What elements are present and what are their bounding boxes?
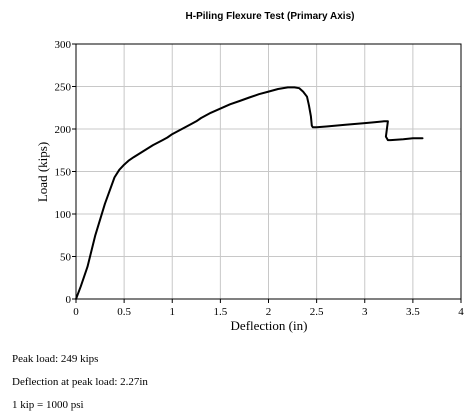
unit-note: 1 kip = 1000 psi xyxy=(12,399,84,411)
x-tick-label: 4 xyxy=(458,306,464,318)
y-tick-label: 150 xyxy=(55,167,72,179)
y-tick-label: 100 xyxy=(55,209,72,221)
x-tick-label: 0 xyxy=(73,306,79,318)
y-tick-label: 300 xyxy=(55,39,72,51)
x-tick-label: 3.5 xyxy=(406,306,420,318)
load-deflection-curve xyxy=(75,86,424,300)
x-tick-label: 0.5 xyxy=(117,306,131,318)
peak-load-note: Peak load: 249 kips xyxy=(12,353,99,365)
series-layer xyxy=(75,86,424,300)
x-axis-title: Deflection (in) xyxy=(231,318,308,333)
axis-ticks: 0 0.5 1 1.5 2 2.5 3 3.5 4 0 50 100 150 200 250 300 xyxy=(55,39,465,318)
x-tick-label: 2 xyxy=(266,306,272,318)
y-tick-label: 50 xyxy=(60,252,72,264)
grid-lines xyxy=(76,44,461,299)
x-tick-label: 3 xyxy=(362,306,368,318)
x-tick-label: 1.5 xyxy=(214,306,228,318)
notes: Peak load: 249 kips Deflection at peak l… xyxy=(12,348,148,417)
chart-title: H-Piling Flexure Test (Primary Axis) xyxy=(186,11,355,22)
load-deflection-chart: H-Piling Flexure Test (Primary Axis) 0 0.… xyxy=(35,11,465,333)
peak-deflection-note: Deflection at peak load: 2.27in xyxy=(12,376,148,388)
y-tick-label: 200 xyxy=(55,124,72,136)
x-tick-label: 1 xyxy=(170,306,176,318)
x-tick-label: 2.5 xyxy=(310,306,324,318)
y-tick-label: 250 xyxy=(55,82,72,94)
y-axis-title: Load (kips) xyxy=(35,142,50,202)
y-tick-label: 0 xyxy=(66,294,72,306)
